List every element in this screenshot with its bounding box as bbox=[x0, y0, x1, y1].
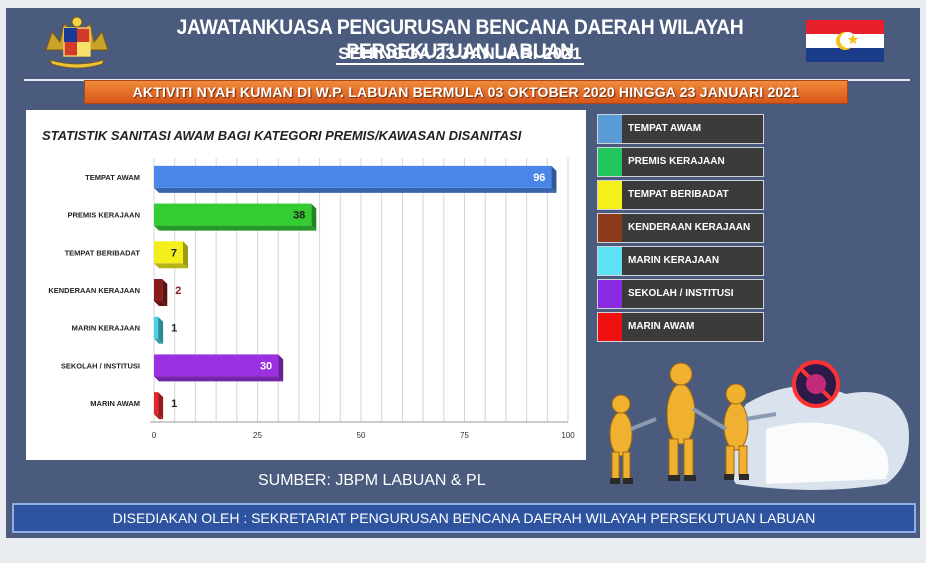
bar-bottom bbox=[154, 338, 164, 344]
y-category-label: TEMPAT BERIBADAT bbox=[65, 248, 141, 257]
y-category-label: PREMIS KERAJAAN bbox=[67, 211, 140, 220]
legend-item: KENDERAAN KERAJAAN bbox=[597, 213, 764, 243]
bar bbox=[154, 279, 163, 301]
y-category-label: TEMPAT AWAM bbox=[85, 173, 140, 182]
legend-label: MARIN AWAM bbox=[628, 321, 695, 332]
x-tick-label: 25 bbox=[253, 431, 262, 440]
legend-item: MARIN AWAM bbox=[597, 312, 764, 342]
bar bbox=[154, 203, 312, 226]
data-label: 1 bbox=[171, 398, 177, 410]
legend-label: MARIN KERAJAAN bbox=[628, 255, 720, 266]
bar bbox=[154, 241, 183, 264]
legend-swatch bbox=[598, 280, 622, 308]
bar-bottom bbox=[154, 263, 188, 269]
bar-bottom bbox=[154, 414, 164, 420]
data-label: 2 bbox=[175, 285, 181, 297]
legend-label: KENDERAAN KERAJAAN bbox=[628, 222, 751, 233]
bar-bottom bbox=[154, 225, 317, 231]
bar-bottom bbox=[154, 301, 168, 306]
legend-swatch bbox=[598, 115, 622, 143]
bar-bottom bbox=[154, 376, 284, 382]
data-label: 7 bbox=[171, 247, 177, 259]
source-text: SUMBER: JBPM LABUAN & PL bbox=[258, 472, 486, 489]
chart-title: STATISTIK SANITASI AWAM BAGI KATEGORI PR… bbox=[42, 128, 522, 143]
bar-side bbox=[158, 392, 164, 420]
y-category-label: MARIN KERAJAAN bbox=[72, 324, 140, 333]
page-subtitle: SEHINGGA 23 JANUARI 2021 bbox=[336, 44, 584, 65]
legend-item: SEKOLAH / INSTITUSI bbox=[597, 279, 764, 309]
legend-item: PREMIS KERAJAAN bbox=[597, 147, 764, 177]
legend-swatch bbox=[598, 313, 622, 341]
legend-label: TEMPAT AWAM bbox=[628, 123, 702, 134]
y-category-label: MARIN AWAM bbox=[90, 399, 140, 408]
labuan-flag bbox=[806, 20, 884, 62]
bar-side bbox=[278, 354, 284, 382]
x-tick-label: 50 bbox=[357, 431, 366, 440]
coat-of-arms-logo bbox=[45, 16, 109, 68]
page-title: JAWATANKUASA PENGURUSAN BENCANA DAERAH W… bbox=[176, 16, 744, 63]
data-label: 1 bbox=[171, 323, 177, 335]
legend-swatch bbox=[598, 148, 622, 176]
bar-chart: 0 25 50 75 100 TEMPAT AWAM 96 PREMIS KERAJAAN 38… bbox=[48, 158, 575, 440]
bar-side bbox=[182, 241, 188, 269]
bar-side bbox=[162, 279, 168, 306]
footer-bar: DISEDIAKAN OLEH : SEKRETARIAT PENGURUSAN… bbox=[12, 503, 916, 533]
x-tick-label: 75 bbox=[460, 431, 469, 440]
legend-swatch bbox=[598, 181, 622, 209]
bar-side bbox=[551, 165, 557, 193]
x-tick-label: 0 bbox=[152, 431, 157, 440]
bar-side bbox=[311, 203, 317, 231]
activity-banner: AKTIVITI NYAH KUMAN DI W.P. LABUAN BERMU… bbox=[84, 80, 848, 104]
x-tick-label: 100 bbox=[561, 431, 575, 440]
bar bbox=[154, 354, 279, 377]
legend-swatch bbox=[598, 214, 622, 242]
sanitation-workers-illustration bbox=[609, 360, 910, 490]
bar bbox=[154, 392, 159, 415]
data-label: 38 bbox=[293, 210, 305, 222]
bar-chart-container: STATISTIK SANITASI AWAM BAGI KATEGORI PR… bbox=[26, 110, 586, 460]
bar bbox=[154, 316, 159, 339]
legend-item: TEMPAT BERIBADAT bbox=[597, 180, 764, 210]
legend-label: SEKOLAH / INSTITUSI bbox=[628, 288, 734, 299]
data-label: 30 bbox=[260, 360, 272, 372]
bar-bottom bbox=[154, 187, 557, 193]
y-category-label: KENDERAAN KERAJAAN bbox=[48, 286, 140, 295]
legend-label: TEMPAT BERIBADAT bbox=[628, 189, 729, 200]
legend-swatch bbox=[598, 247, 622, 275]
bar bbox=[154, 165, 552, 188]
legend-item: TEMPAT AWAM bbox=[597, 114, 764, 144]
data-label: 96 bbox=[533, 172, 545, 184]
y-category-label: SEKOLAH / INSTITUSI bbox=[61, 361, 140, 370]
bar-side bbox=[158, 316, 164, 344]
legend-item: MARIN KERAJAAN bbox=[597, 246, 764, 276]
legend-label: PREMIS KERAJAAN bbox=[628, 156, 725, 167]
chart-legend: TEMPAT AWAM PREMIS KERAJAAN TEMPAT BERIBAD… bbox=[597, 114, 764, 345]
